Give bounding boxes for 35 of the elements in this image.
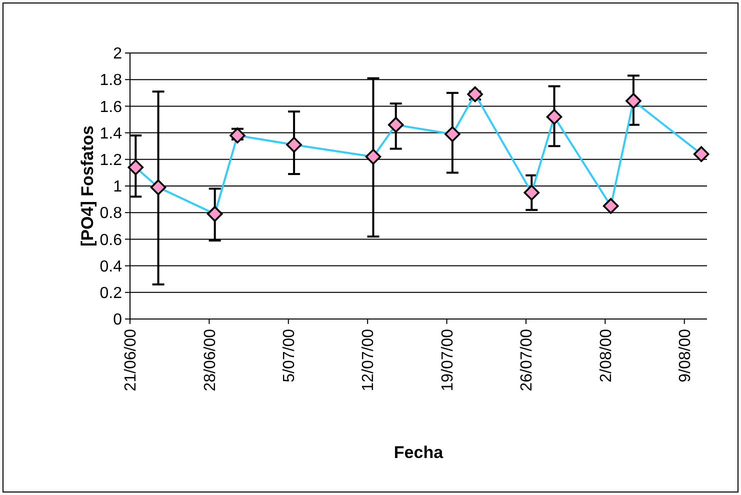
y-tick-label: 1.6 — [100, 98, 122, 116]
x-axis-title: Fecha — [394, 443, 444, 462]
y-tick-label: 2 — [113, 46, 122, 63]
y-axis-title: [PO4] Fosfatos — [78, 126, 97, 246]
point — [230, 128, 246, 144]
point — [150, 179, 166, 196]
y-tick-label: 0.4 — [100, 258, 122, 276]
x-tick-label: 21/06/00 — [122, 328, 140, 392]
point — [524, 184, 540, 201]
y-tick-label: 1.2 — [100, 152, 122, 169]
x-tick-label: 2/08/00 — [598, 328, 615, 382]
point — [546, 108, 562, 125]
point — [206, 206, 223, 222]
y-tick-label: 0 — [113, 312, 122, 329]
point — [128, 159, 144, 176]
point — [467, 86, 483, 102]
x-tick-label: 12/07/00 — [360, 328, 378, 392]
x-tick-label: 9/08/00 — [676, 328, 694, 382]
y-tick-label: 0.2 — [100, 285, 122, 302]
point — [388, 116, 404, 133]
point — [286, 136, 302, 153]
y-tick-label: 1.8 — [100, 72, 122, 90]
y-tick-label: 0.8 — [100, 205, 122, 222]
x-tick-label: 26/07/00 — [518, 328, 536, 392]
x-tick-label: 19/07/00 — [439, 328, 456, 392]
point — [626, 92, 642, 109]
y-tick-label: 1 — [113, 178, 122, 196]
point — [365, 148, 382, 165]
y-tick-label: 0.6 — [100, 232, 122, 249]
point — [693, 146, 710, 162]
y-tick-label: 1.4 — [100, 125, 122, 142]
point — [444, 126, 460, 142]
x-tick-label: 28/06/00 — [202, 328, 219, 392]
x-tick-label: 5/07/00 — [280, 328, 298, 382]
point — [602, 198, 619, 214]
